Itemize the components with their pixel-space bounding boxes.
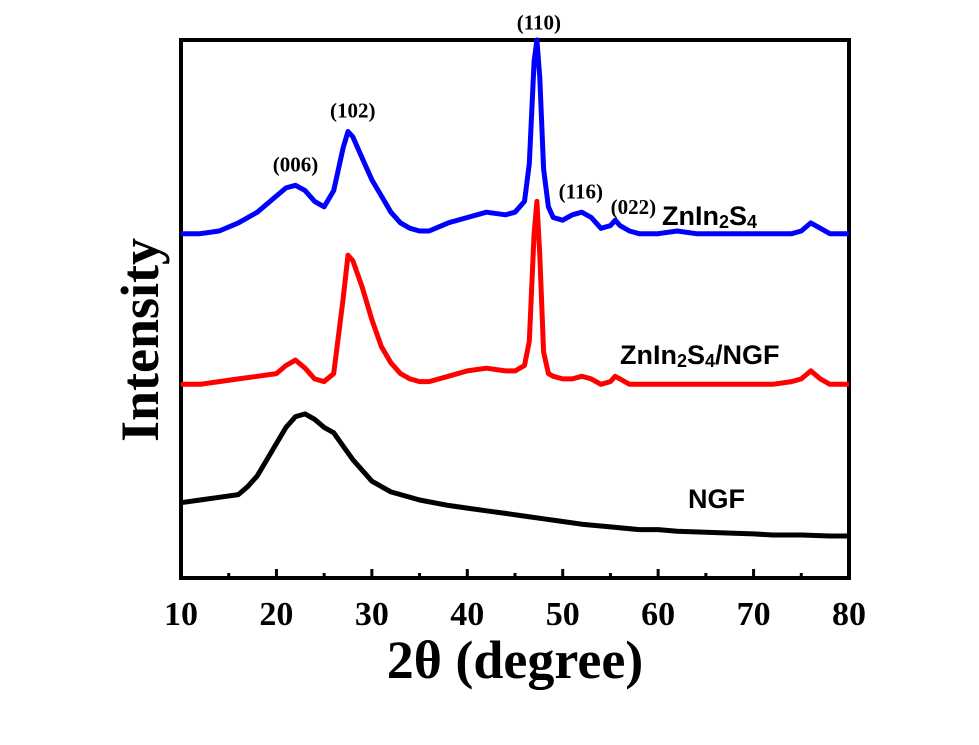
series-line-znin2s4-ngf xyxy=(181,198,849,387)
series-label-znin2s4: ZnIn2S4 xyxy=(662,201,757,232)
x-tick-label-50: 50 xyxy=(546,596,580,633)
series-line-znin2s4 xyxy=(181,37,849,237)
x-tick-label-10: 10 xyxy=(164,596,198,633)
x-tick-label-70: 70 xyxy=(737,596,771,633)
x-axis-title: 2θ (degree) xyxy=(387,630,644,690)
plot-frame xyxy=(179,38,851,580)
x-tick-label-20: 20 xyxy=(259,596,293,633)
series-label-ngf: NGF xyxy=(688,484,745,514)
series-label-znin2s4-ngf: ZnIn2S4/NGF xyxy=(620,340,780,371)
peak-label-110: (110) xyxy=(517,11,561,35)
x-tick-label-60: 60 xyxy=(641,596,675,633)
peak-label-102: (102) xyxy=(330,98,376,122)
x-ticks: 10 20 30 40 50 60 70 80 xyxy=(164,569,866,633)
series-line-ngf xyxy=(180,411,849,539)
peak-annotations: (006) (102) (110) (116) (022) xyxy=(273,11,656,219)
x-tick-label-40: 40 xyxy=(450,596,484,633)
peak-label-022: (022) xyxy=(611,195,657,219)
series-layer xyxy=(180,37,849,539)
x-tick-label-80: 80 xyxy=(832,596,866,633)
peak-label-116: (116) xyxy=(559,179,603,203)
x-tick-label-30: 30 xyxy=(355,596,389,633)
peak-label-006: (006) xyxy=(273,152,319,176)
y-axis-title: Intensity xyxy=(110,238,170,442)
